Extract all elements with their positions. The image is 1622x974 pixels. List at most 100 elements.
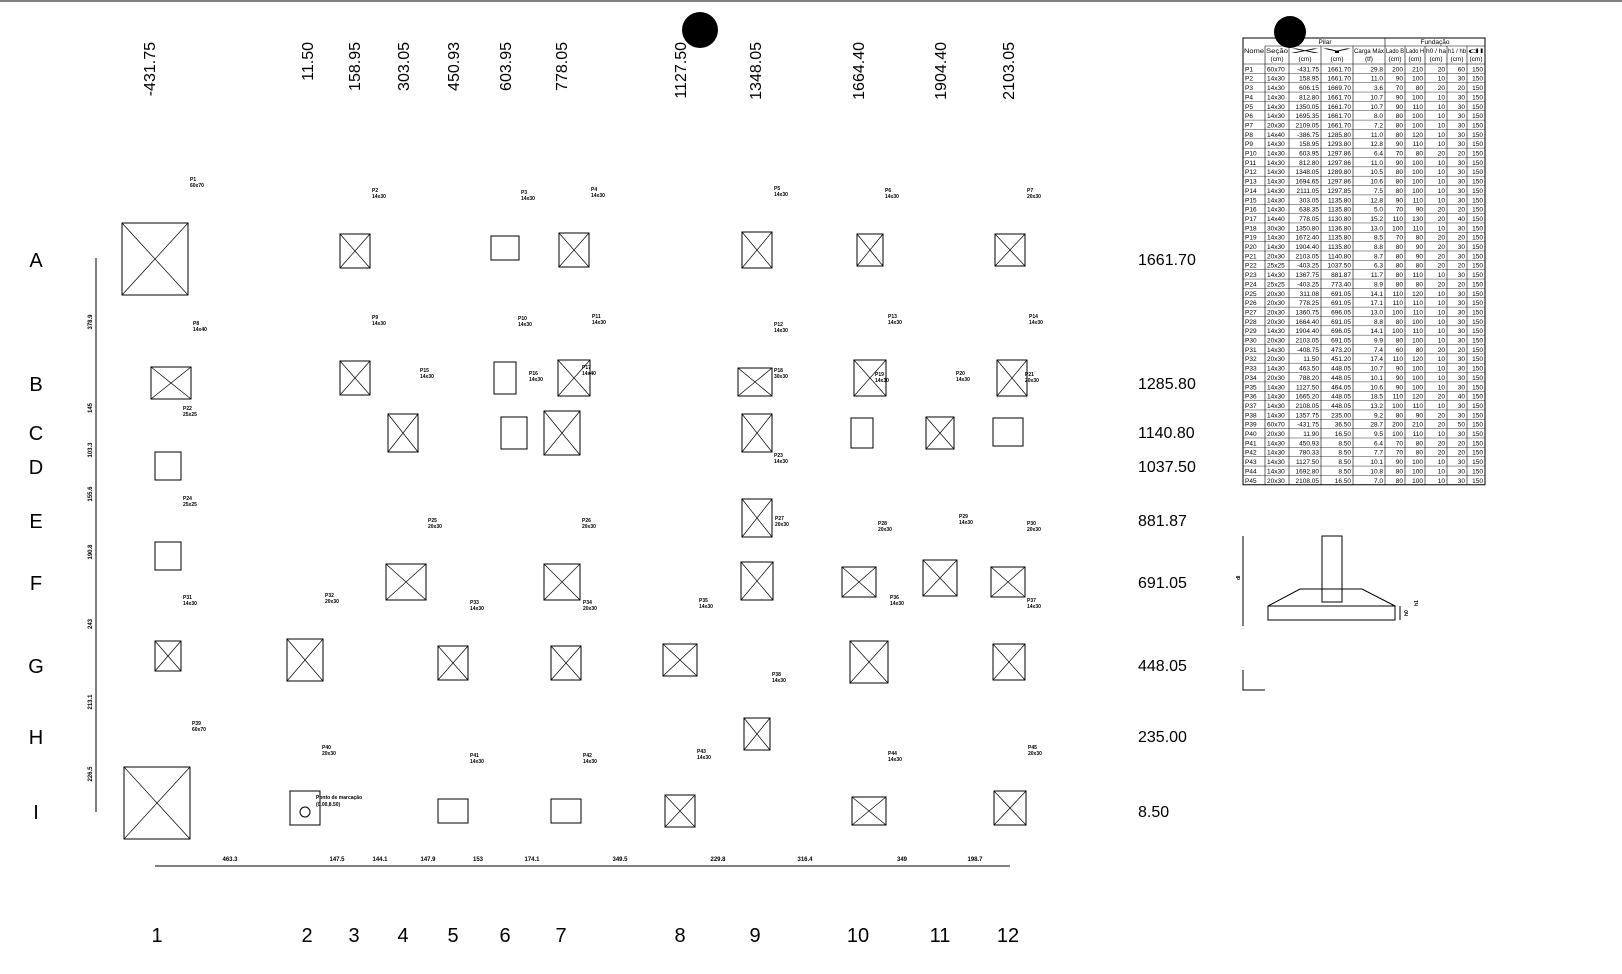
- dimension-label: 155.6: [88, 486, 94, 502]
- footing-name: P7: [1027, 188, 1033, 194]
- table-cell: 780.33: [1299, 450, 1319, 457]
- table-cell: 1661.70: [1328, 113, 1352, 120]
- column-number: 10: [847, 925, 869, 947]
- table-cell: 20: [1438, 216, 1446, 223]
- footing-outline: [558, 232, 590, 268]
- table-cell: P15: [1245, 197, 1257, 204]
- table-cell: 25x25: [1267, 281, 1285, 288]
- column-number: 4: [397, 925, 408, 947]
- table-cell: 90: [1396, 366, 1404, 373]
- table-cell: 30: [1458, 403, 1466, 410]
- table-cell: 30: [1458, 132, 1466, 139]
- table-cell: 1904.40: [1296, 244, 1320, 251]
- table-cell: 10: [1438, 197, 1446, 204]
- table-cell: 120: [1412, 132, 1423, 139]
- table-cell: P10: [1245, 151, 1257, 158]
- table-cell: 200: [1392, 66, 1403, 73]
- table-cell: 20: [1458, 207, 1466, 214]
- dimension-label: 229.8: [710, 857, 726, 863]
- table-cell: 158.95: [1299, 141, 1319, 148]
- table-cell: 14x30: [1267, 188, 1285, 195]
- table-cell: 812.80: [1299, 160, 1319, 167]
- footing-section: 14x30: [699, 604, 713, 610]
- table-cell: 158.95: [1299, 76, 1319, 83]
- y-coordinate: 8.50: [1138, 804, 1169, 821]
- footing-section: 20x30: [1027, 194, 1041, 200]
- footing-section: 25x25: [183, 502, 197, 508]
- table-cell: 20x30: [1267, 478, 1285, 485]
- footing-name: P12: [774, 322, 783, 328]
- footing-outline: [286, 638, 324, 682]
- x-coordinate: 158.95: [347, 42, 364, 91]
- table-cell: 150: [1472, 431, 1483, 438]
- table-group: Pilar: [1318, 39, 1332, 46]
- footing-cross: [154, 640, 182, 672]
- table-cell: -403.25: [1297, 281, 1319, 288]
- footing-outline: [543, 410, 581, 456]
- table-cell: 9.9: [1374, 338, 1383, 345]
- table-cell: 1037.50: [1328, 263, 1352, 270]
- footing-cross: [121, 222, 189, 296]
- table-header: Lado B: [1386, 48, 1404, 55]
- table-cell: P39: [1245, 422, 1257, 429]
- footing-section: 20x30: [582, 524, 596, 530]
- table-cell: 1289.80: [1328, 169, 1352, 176]
- footing-outline: [740, 561, 774, 601]
- footing-section: 14x30: [774, 192, 788, 198]
- table-cell: 20x30: [1267, 253, 1285, 260]
- footing-outline: [339, 233, 371, 269]
- footing-cross: [740, 561, 774, 601]
- table-cell: 1672.40: [1296, 235, 1320, 242]
- footing-cross: [922, 559, 958, 597]
- table-cell: 20: [1438, 440, 1446, 447]
- table-cell: 150: [1472, 188, 1483, 195]
- table-cell: 100: [1412, 113, 1423, 120]
- table-cell: 8.9: [1374, 281, 1383, 288]
- table-cell: 20x30: [1267, 300, 1285, 307]
- footing-name: P6: [885, 188, 891, 194]
- table-cell: 80: [1416, 347, 1424, 354]
- footing-name: P40: [322, 745, 331, 751]
- table-cell: 10: [1438, 338, 1446, 345]
- table-cell: 10: [1438, 291, 1446, 298]
- table-cell: 20: [1458, 235, 1466, 242]
- table-cell: 150: [1472, 319, 1483, 326]
- footing-outline: [853, 359, 887, 397]
- footing-section: 20x30: [325, 599, 339, 605]
- table-cell: 10: [1438, 132, 1446, 139]
- table-cell: 1135.80: [1328, 235, 1351, 242]
- table-cell: 100: [1412, 188, 1423, 195]
- table-cell: 778.05: [1299, 216, 1319, 223]
- table-cell: 8.50: [1338, 450, 1351, 457]
- footing-name: P9: [372, 315, 378, 321]
- footing-section: 14x30: [470, 759, 484, 765]
- table-cell: 8.0: [1374, 113, 1383, 120]
- table-cell: 150: [1472, 179, 1483, 186]
- table-cell: 6.4: [1374, 440, 1383, 447]
- table-cell: 13.0: [1370, 309, 1383, 316]
- table-cell: 1357.75: [1296, 412, 1320, 419]
- table-header: X: [1290, 48, 1325, 55]
- footing-name: P8: [193, 321, 199, 327]
- table-cell: 30: [1458, 197, 1466, 204]
- table-cell: 11.50: [1303, 356, 1319, 363]
- table-cell: 30: [1458, 338, 1466, 345]
- table-cell: 7.2: [1374, 122, 1383, 129]
- column-number: 3: [348, 925, 359, 947]
- section-detail: [1242, 535, 1401, 691]
- table-cell: 1127.50: [1296, 384, 1319, 391]
- footing-name: P33: [470, 600, 479, 606]
- table-cell: 20: [1458, 151, 1466, 158]
- footing-name: P14: [1029, 314, 1038, 320]
- table-cell: 10: [1438, 94, 1446, 101]
- table-cell: 10: [1438, 366, 1446, 373]
- table-cell: 30: [1458, 366, 1466, 373]
- table-cell: 464.05: [1331, 384, 1351, 391]
- footing-section: 25x25: [183, 412, 197, 418]
- table-cell: 80: [1396, 412, 1404, 419]
- table-cell: P1: [1245, 66, 1253, 73]
